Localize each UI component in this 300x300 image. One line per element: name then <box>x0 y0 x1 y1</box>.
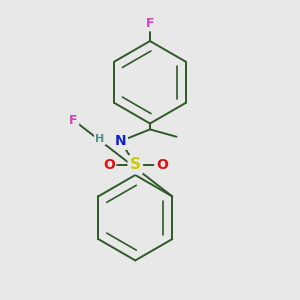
Text: S: S <box>130 157 141 172</box>
Text: S: S <box>130 157 141 172</box>
Text: F: F <box>69 114 78 127</box>
Text: O: O <box>156 158 168 172</box>
Text: N: N <box>115 134 126 148</box>
Text: F: F <box>146 17 154 30</box>
Text: N: N <box>115 134 126 148</box>
Text: H: H <box>95 134 105 144</box>
Text: O: O <box>103 158 115 172</box>
